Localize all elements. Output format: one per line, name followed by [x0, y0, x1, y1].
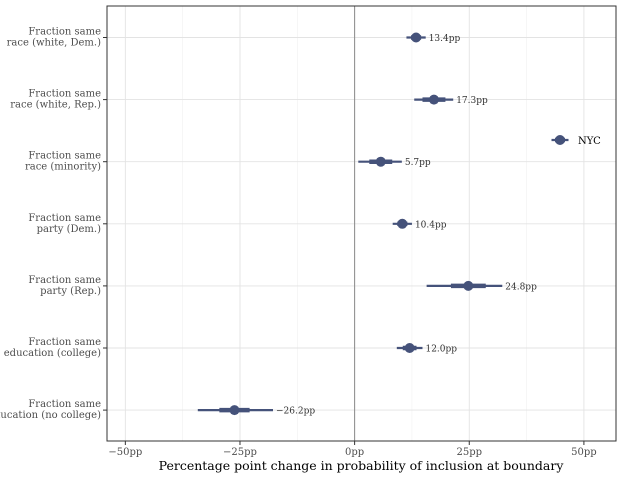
y-tick-label-line1: Fraction same: [28, 213, 101, 224]
y-tick-label-line2: party (Rep.): [40, 286, 101, 297]
x-axis-label: Percentage point change in probability o…: [159, 458, 565, 473]
x-tick-label: 25pp: [456, 447, 482, 458]
y-tick-label-line1: Fraction same: [28, 337, 101, 348]
x-tick-label: −25pp: [223, 447, 257, 458]
x-axis: −50pp −25pp 0pp 25pp 50pp: [108, 441, 597, 458]
y-tick-label-line2: education (college): [4, 348, 101, 359]
y-tick-label-line1: Fraction same: [28, 27, 101, 38]
y-tick-label-line2: race (minority): [25, 162, 101, 173]
y-tick-label-line1: Fraction same: [28, 275, 101, 286]
estimates-layer: 13.4pp 17.3pp 5.7pp 10.4pp 24.8pp 12.0pp −26.2…: [197, 32, 537, 417]
y-tick-label-line1: Fraction same: [28, 399, 101, 410]
point-estimate: [463, 280, 474, 291]
legend-label-nyc: NYC: [578, 136, 601, 147]
grid-layer: [107, 6, 616, 441]
legend-key-point: [555, 135, 565, 145]
point-estimate: [375, 156, 386, 167]
point-estimate: [411, 32, 422, 43]
y-tick-label-line2: party (Dem.): [37, 224, 101, 235]
point-estimate: [428, 94, 439, 105]
y-tick-label-line1: Fraction same: [28, 151, 101, 162]
y-tick-label-line2: race (white, Rep.): [10, 100, 101, 111]
value-label: 5.7pp: [405, 158, 431, 168]
point-estimate: [404, 343, 415, 353]
point-estimate: [397, 218, 408, 229]
value-label: 12.0pp: [425, 345, 457, 355]
value-label: 17.3pp: [456, 96, 488, 106]
y-tick-label-line2: race (white, Dem.): [7, 38, 101, 49]
x-tick-label: −50pp: [108, 447, 142, 458]
value-label: 10.4pp: [415, 220, 447, 230]
y-tick-label-line2: education (no college): [0, 410, 101, 421]
legend: NYC: [551, 135, 601, 147]
value-label: 24.8pp: [505, 282, 537, 292]
value-label: −26.2pp: [276, 407, 315, 417]
x-tick-label: 50pp: [571, 447, 597, 458]
point-estimate: [229, 405, 240, 416]
x-tick-label: 0pp: [345, 447, 364, 458]
y-tick-label-line1: Fraction same: [28, 89, 101, 100]
value-label: 13.4pp: [429, 34, 461, 44]
